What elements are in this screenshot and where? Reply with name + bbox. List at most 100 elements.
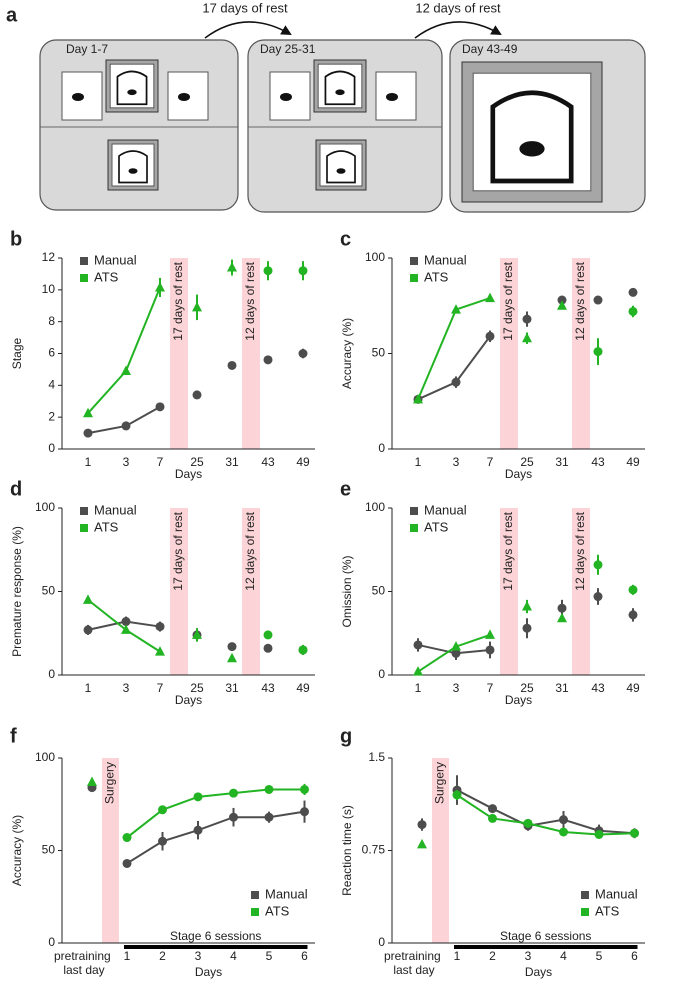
marker — [593, 592, 603, 602]
marker — [452, 790, 462, 800]
legend-label: ATS — [424, 519, 449, 534]
band — [242, 508, 260, 675]
marker — [557, 603, 567, 613]
y-tick-label: 0 — [48, 667, 55, 681]
band-label: 17 days of rest — [501, 511, 515, 590]
legend-label: Manual — [595, 886, 638, 901]
y-tick-label: 50 — [372, 346, 386, 360]
band — [572, 258, 590, 449]
legend-swatch — [410, 257, 418, 265]
legend-label: ATS — [94, 269, 119, 284]
band — [572, 508, 590, 675]
band — [170, 508, 188, 675]
marker — [298, 266, 308, 276]
legend-swatch — [80, 257, 88, 265]
marker — [300, 807, 309, 817]
chamber-arch — [324, 70, 356, 106]
x-tick-label: 1 — [415, 455, 422, 469]
x-tick-label: 7 — [487, 455, 494, 469]
legend-label: ATS — [94, 519, 119, 534]
marker — [193, 825, 203, 835]
marker — [192, 301, 202, 312]
band — [102, 758, 119, 943]
marker — [155, 622, 165, 632]
x-tick-label: pretraining last day — [54, 949, 114, 977]
y-tick-label: 50 — [372, 584, 386, 598]
y-tick-label: 100 — [365, 500, 385, 514]
marker — [155, 646, 165, 656]
mouse — [519, 141, 545, 157]
y-tick-label: 100 — [35, 500, 55, 514]
marker — [628, 585, 638, 595]
marker — [522, 601, 532, 611]
mouse — [280, 93, 292, 101]
y-axis-label: Accuracy (%) — [340, 318, 354, 389]
marker — [594, 829, 604, 839]
legend-swatch — [80, 507, 88, 515]
arrow — [414, 21, 502, 39]
marker — [417, 838, 427, 849]
marker — [298, 349, 308, 358]
legend-label: Manual — [424, 502, 467, 517]
x-tick-label: 7 — [157, 455, 164, 469]
marker — [628, 610, 638, 620]
legend-swatch — [251, 891, 259, 899]
x-tick-label: 5 — [596, 949, 603, 963]
y-tick-label: 10 — [42, 282, 56, 296]
marker — [227, 262, 237, 272]
band — [432, 758, 449, 943]
marker — [593, 295, 603, 305]
marker — [229, 812, 238, 822]
band — [170, 258, 188, 449]
marker — [192, 390, 202, 400]
band-label: 12 days of rest — [243, 511, 257, 590]
legend-swatch — [581, 891, 589, 899]
x-tick-label: 31 — [225, 455, 239, 469]
box-label: Day 1-7 — [66, 42, 108, 56]
x-tick-label: 49 — [626, 681, 640, 695]
arrow-label: 12 days of rest — [415, 0, 501, 15]
y-tick-label: 0 — [378, 935, 385, 949]
x-tick-label: 25 — [190, 681, 204, 695]
legend-swatch — [410, 507, 418, 515]
marker — [630, 828, 639, 838]
x-axis-label: Days — [195, 965, 222, 979]
marker — [263, 630, 273, 640]
marker — [557, 300, 567, 310]
x-tick-label: 25 — [520, 681, 534, 695]
x-tick-label: 6 — [631, 949, 638, 963]
marker — [121, 624, 131, 634]
x-tick-label: 3 — [453, 455, 460, 469]
band-label: Surgery — [433, 762, 447, 804]
x-tick-label: 31 — [555, 455, 569, 469]
legend-label: Manual — [94, 252, 137, 267]
marker — [83, 625, 93, 635]
x-tick-label: 49 — [296, 455, 310, 469]
panel-letter: c — [340, 228, 351, 250]
y-tick-label: 100 — [35, 750, 55, 764]
marker — [451, 304, 461, 314]
x-axis-label: Days — [505, 693, 532, 707]
panel-letter: g — [340, 725, 352, 747]
y-axis-label: Omission (%) — [340, 555, 354, 627]
x-tick-label: 43 — [591, 455, 605, 469]
marker — [413, 666, 423, 676]
legend-swatch — [581, 908, 589, 916]
series-line — [126, 810, 305, 865]
marker — [263, 266, 273, 276]
chamber-arch — [116, 70, 148, 106]
marker — [227, 652, 237, 663]
x-tick-label: 25 — [520, 455, 534, 469]
band-label: 17 days of rest — [171, 511, 185, 590]
marker — [593, 560, 603, 570]
mouse — [336, 168, 346, 174]
marker — [557, 612, 567, 623]
marker — [488, 804, 497, 814]
band-label: 12 days of rest — [243, 261, 257, 340]
x-tick-label: 43 — [261, 681, 275, 695]
mouse — [128, 168, 138, 174]
y-axis-label: Premature response (%) — [10, 526, 24, 657]
marker — [122, 833, 132, 843]
marker — [451, 648, 461, 658]
